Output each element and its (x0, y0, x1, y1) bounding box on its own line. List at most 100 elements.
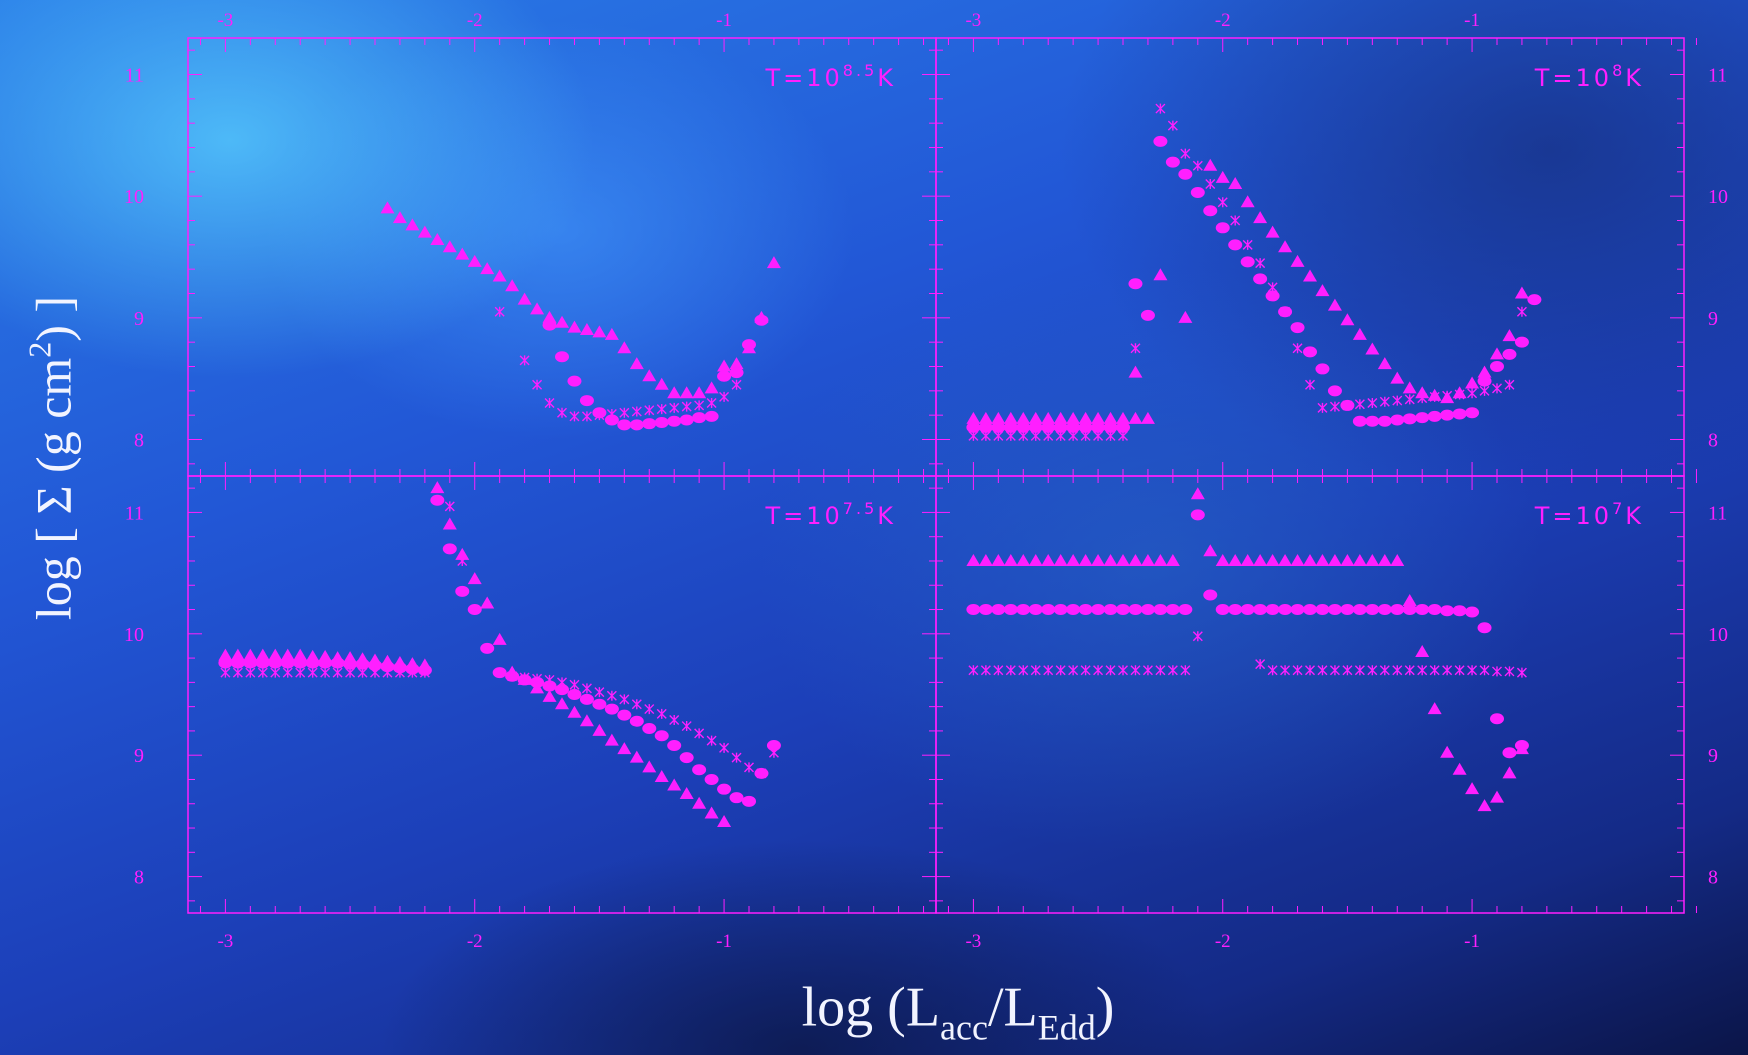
star-point (968, 665, 979, 676)
triangle-point (1178, 310, 1193, 323)
triangle-point (542, 689, 557, 702)
star-point (519, 672, 530, 683)
star-point (1342, 400, 1353, 411)
star-point (519, 355, 530, 366)
triangle-point (1003, 411, 1018, 424)
triangle-point (442, 517, 457, 530)
y-tick-label: 9 (1708, 308, 1718, 330)
circle-point (1477, 375, 1492, 387)
star-point (1429, 391, 1440, 402)
triangle-point (1203, 158, 1218, 171)
x-tick-label: -1 (716, 10, 732, 31)
triangle-point (679, 787, 694, 800)
triangle-point (1265, 553, 1280, 566)
triangle-point (1465, 376, 1480, 389)
circle-point (1440, 605, 1455, 617)
triangle-point (430, 481, 445, 494)
circle-point (1128, 278, 1143, 290)
triangle-point (380, 201, 395, 214)
panel-title-exponent: 7.5 (843, 499, 877, 518)
star-point (656, 708, 667, 719)
triangle-point (1390, 371, 1405, 384)
y-tick-label: 9 (134, 308, 144, 330)
star-point (1130, 343, 1141, 354)
circle-point (1128, 604, 1143, 616)
triangle-point (592, 723, 607, 736)
star-point (1242, 239, 1253, 250)
circle-point (1390, 604, 1405, 616)
star-point (1367, 665, 1378, 676)
circle-point (1465, 407, 1480, 419)
circle-point (1041, 604, 1056, 616)
triangle-point (579, 323, 594, 335)
circle-point (1465, 606, 1480, 618)
triangle-point (1066, 553, 1081, 566)
circle-point (1315, 363, 1330, 375)
panel-title-base: T=10 (1534, 502, 1612, 530)
circle-point (754, 314, 769, 326)
y-tick-label: 11 (125, 502, 144, 524)
triangle-point (642, 760, 657, 773)
star-point (1317, 665, 1328, 676)
triangle-point (1402, 594, 1417, 607)
x-tick-label: -1 (716, 931, 732, 952)
star-point (357, 667, 368, 678)
triangle-point (1053, 553, 1068, 566)
circle-point (1440, 409, 1455, 421)
triangle-point (467, 572, 482, 585)
circle-point (1315, 604, 1330, 616)
triangle-point (1402, 381, 1417, 394)
triangle-point (692, 386, 707, 399)
circle-point (642, 418, 657, 430)
star-point (1292, 343, 1303, 354)
star-point (232, 667, 243, 678)
circle-point (766, 739, 781, 751)
star-point (719, 742, 730, 753)
y-tick-label: 10 (124, 186, 144, 208)
triangle-point (1016, 553, 1031, 566)
star-point (1292, 665, 1303, 676)
star-point (993, 430, 1004, 441)
triangle-point (966, 553, 981, 566)
circle-point (567, 375, 582, 387)
triangle-point (480, 596, 495, 609)
circle-point (567, 689, 582, 700)
star-point (1118, 430, 1128, 441)
circle-point (268, 657, 283, 669)
triangle-point (218, 648, 233, 661)
triangle-point (555, 697, 569, 710)
triangle-point (1078, 411, 1093, 424)
triangle-point (567, 705, 582, 718)
star-point (619, 694, 630, 705)
triangle-point (1203, 544, 1218, 557)
circle-point (1078, 604, 1093, 616)
circle-point (1116, 421, 1130, 433)
triangle-point (654, 377, 669, 390)
star-point (557, 407, 567, 418)
circle-point (704, 410, 719, 422)
x-tick-label: -3 (217, 931, 233, 952)
panel-title: T=108K (1534, 61, 1644, 92)
star-point (245, 667, 256, 678)
panel-title-base: T=10 (764, 64, 842, 92)
triangle-point (1041, 411, 1056, 424)
star-point (1080, 665, 1091, 676)
triangle-point (1128, 365, 1143, 378)
circle-point (1003, 604, 1018, 616)
x-tick-label: -3 (965, 931, 981, 952)
star-point (1329, 665, 1340, 676)
circle-point (1240, 256, 1255, 268)
circle-point (343, 658, 358, 670)
star-point (681, 401, 692, 412)
star-point (1093, 665, 1104, 676)
star-point (1280, 306, 1291, 317)
triangle-point (1041, 553, 1056, 566)
star-point (1130, 665, 1141, 676)
star-point (507, 671, 518, 682)
triangle-point (280, 648, 295, 661)
triangle-point (1490, 347, 1504, 360)
circle-point (1053, 604, 1068, 616)
triangle-point (1415, 645, 1430, 658)
triangle-point (667, 778, 682, 791)
circle-point (1490, 713, 1504, 725)
